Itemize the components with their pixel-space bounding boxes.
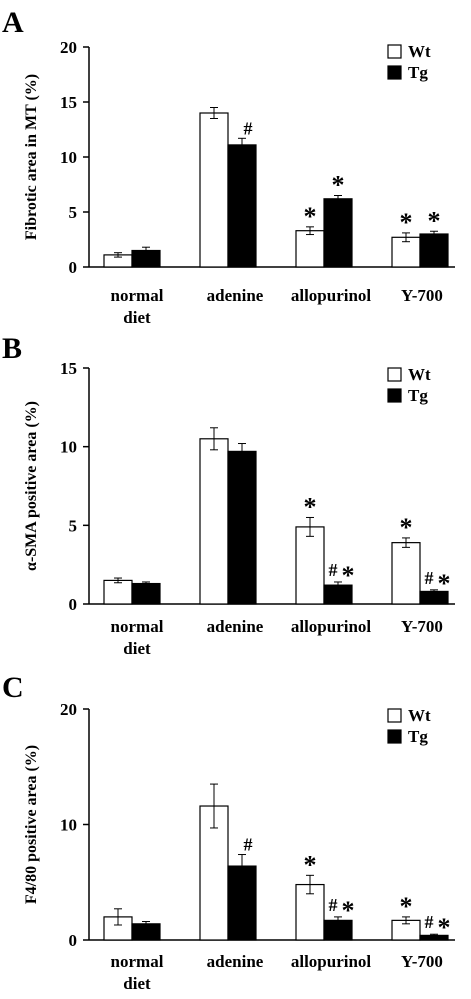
- panel-letter: C: [2, 671, 24, 704]
- bar: [419, 233, 449, 268]
- y-axis-label: F4/80 positive area (%): [23, 745, 40, 904]
- x-category-label: allopurinol: [291, 617, 372, 636]
- bar: [227, 450, 257, 605]
- x-category-label: allopurinol: [291, 952, 372, 971]
- bar: [295, 526, 325, 605]
- hash-annotation: #: [425, 568, 434, 588]
- bar: [199, 438, 229, 605]
- x-category-label: normal: [111, 952, 164, 971]
- panel-letter: B: [2, 332, 22, 365]
- y-tick-label: 0: [69, 931, 78, 950]
- y-axis-label: α-SMA positive area (%): [23, 401, 40, 571]
- y-tick-label: 15: [60, 359, 77, 378]
- x-category-label: adenine: [207, 617, 264, 636]
- y-tick-label: 0: [69, 258, 78, 277]
- y-tick-label: 20: [60, 700, 77, 719]
- legend-swatch: [387, 65, 402, 80]
- asterisk-annotation: *: [304, 492, 317, 521]
- y-tick-label: 15: [60, 93, 77, 112]
- legend-swatch: [387, 708, 402, 723]
- y-tick-label: 10: [60, 816, 77, 835]
- asterisk-annotation: *: [304, 850, 317, 879]
- x-category-label: allopurinol: [291, 286, 372, 305]
- bar: [227, 144, 257, 268]
- asterisk-annotation: *: [342, 561, 355, 590]
- y-tick-label: 10: [60, 438, 77, 457]
- chart-panel-a: A 0 5 10 15 20 Fibrotic area in MT (%) # * * * * nor…: [2, 6, 455, 327]
- bar: [227, 865, 257, 941]
- bar: [103, 579, 133, 605]
- x-category-label: diet: [123, 974, 151, 993]
- asterisk-annotation: *: [438, 569, 451, 598]
- bar: [391, 542, 421, 605]
- legend-label: Tg: [408, 727, 428, 746]
- asterisk-annotation: *: [400, 513, 413, 542]
- bar: [199, 112, 229, 268]
- legend-swatch: [387, 388, 402, 403]
- legend-swatch: [387, 729, 402, 744]
- asterisk-annotation: *: [428, 206, 441, 235]
- asterisk-annotation: *: [304, 202, 317, 231]
- y-tick-label: 0: [69, 595, 78, 614]
- hash-annotation: #: [244, 835, 253, 855]
- x-category-label: normal: [111, 617, 164, 636]
- legend-swatch: [387, 44, 402, 59]
- x-category-label: Y-700: [401, 617, 443, 636]
- legend-label: Wt: [408, 365, 431, 384]
- asterisk-annotation: *: [342, 896, 355, 925]
- y-tick-label: 5: [69, 516, 78, 535]
- bar: [295, 230, 325, 268]
- asterisk-annotation: *: [332, 171, 345, 200]
- y-tick-label: 10: [60, 148, 77, 167]
- bar: [323, 198, 353, 268]
- hash-annotation: #: [329, 560, 338, 580]
- x-category-label: diet: [123, 308, 151, 327]
- legend-label: Tg: [408, 63, 428, 82]
- y-tick-label: 20: [60, 38, 77, 57]
- legend-label: Wt: [408, 706, 431, 725]
- legend-swatch: [387, 367, 402, 382]
- legend-label: Tg: [408, 386, 428, 405]
- x-category-label: diet: [123, 639, 151, 658]
- y-tick-label: 5: [69, 203, 78, 222]
- x-category-label: Y-700: [401, 952, 443, 971]
- x-category-label: Y-700: [401, 286, 443, 305]
- hash-annotation: #: [244, 118, 253, 138]
- asterisk-annotation: *: [400, 208, 413, 237]
- asterisk-annotation: *: [400, 892, 413, 921]
- x-category-label: adenine: [207, 952, 264, 971]
- hash-annotation: #: [329, 895, 338, 915]
- x-category-label: normal: [111, 286, 164, 305]
- hash-annotation: #: [425, 912, 434, 932]
- bar: [131, 582, 161, 605]
- y-axis-label: Fibrotic area in MT (%): [23, 74, 40, 240]
- x-category-label: adenine: [207, 286, 264, 305]
- panel-letter: A: [2, 6, 24, 39]
- legend-label: Wt: [408, 42, 431, 61]
- asterisk-annotation: *: [438, 913, 451, 942]
